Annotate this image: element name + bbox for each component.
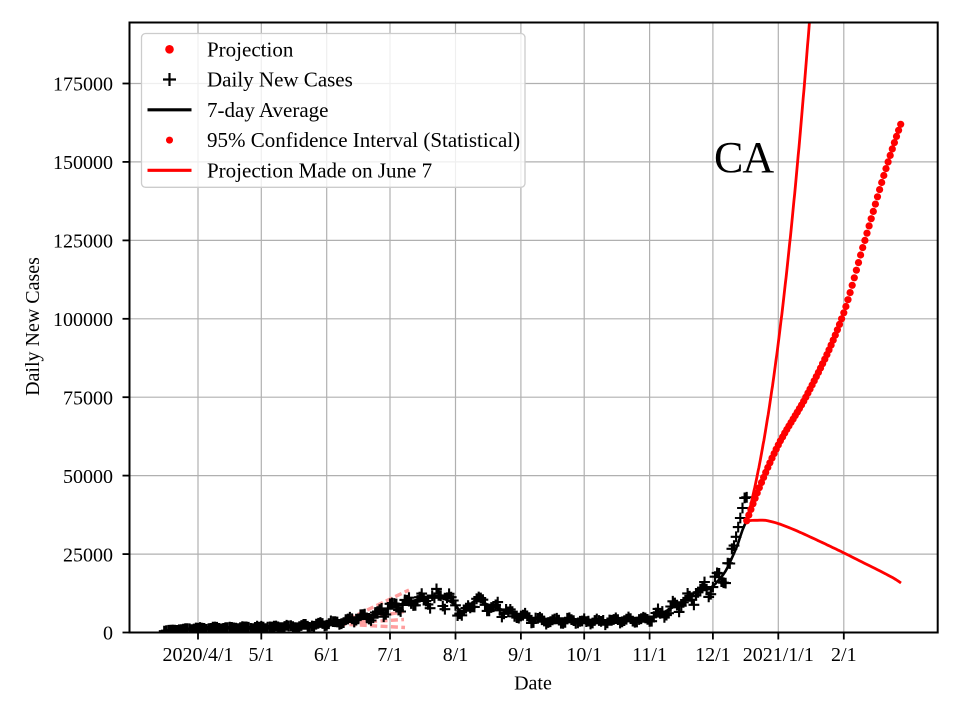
svg-text:10/1: 10/1 bbox=[566, 644, 602, 666]
svg-text:25000: 25000 bbox=[63, 544, 113, 566]
svg-text:Projection Made on June 7: Projection Made on June 7 bbox=[207, 158, 432, 182]
svg-text:8/1: 8/1 bbox=[443, 644, 469, 666]
svg-text:100000: 100000 bbox=[53, 309, 113, 331]
svg-text:Projection: Projection bbox=[207, 37, 294, 61]
svg-text:11/1: 11/1 bbox=[632, 644, 667, 666]
svg-text:9/1: 9/1 bbox=[508, 644, 534, 666]
svg-text:2021/1/1: 2021/1/1 bbox=[743, 644, 814, 666]
svg-text:2020/4/1: 2020/4/1 bbox=[162, 644, 233, 666]
svg-text:175000: 175000 bbox=[53, 74, 113, 96]
svg-text:Daily New Cases: Daily New Cases bbox=[22, 257, 44, 396]
svg-text:CA: CA bbox=[714, 133, 774, 182]
svg-text:150000: 150000 bbox=[53, 152, 113, 174]
svg-text:Date: Date bbox=[514, 673, 552, 695]
svg-text:50000: 50000 bbox=[63, 466, 113, 488]
svg-text:75000: 75000 bbox=[63, 387, 113, 409]
svg-text:2/1: 2/1 bbox=[831, 644, 857, 666]
svg-text:5/1: 5/1 bbox=[249, 644, 275, 666]
svg-text:12/1: 12/1 bbox=[695, 644, 731, 666]
svg-text:Daily New Cases: Daily New Cases bbox=[207, 68, 353, 92]
svg-text:7-day Average: 7-day Average bbox=[207, 98, 328, 122]
svg-text:95% Confidence Interval (Stati: 95% Confidence Interval (Statistical) bbox=[207, 128, 520, 152]
svg-text:7/1: 7/1 bbox=[377, 644, 403, 666]
svg-text:125000: 125000 bbox=[53, 231, 113, 253]
svg-text:0: 0 bbox=[103, 623, 113, 645]
svg-text:6/1: 6/1 bbox=[314, 644, 340, 666]
